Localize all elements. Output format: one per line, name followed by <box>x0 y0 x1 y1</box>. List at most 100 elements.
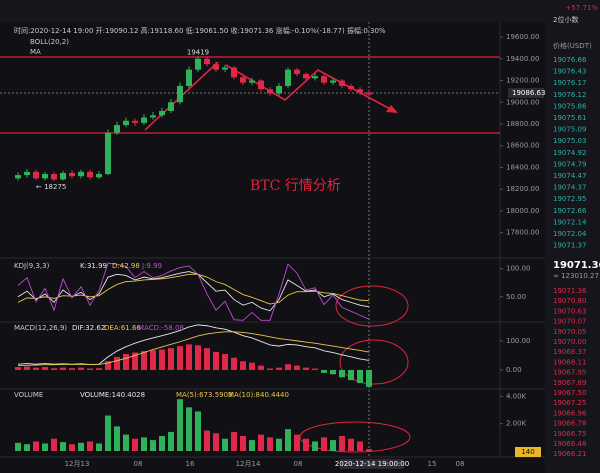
precision: 2位小数 <box>553 15 578 24</box>
ask-price: 19072.95 <box>553 195 586 203</box>
volume-bar <box>96 443 102 451</box>
volume-bar <box>213 433 219 451</box>
bid-price: 19068.11 <box>553 358 586 366</box>
candle-body <box>177 85 183 103</box>
volume-bar <box>276 438 282 451</box>
macd-bar <box>330 369 336 375</box>
volume-bar <box>366 449 372 451</box>
legend: MA <box>30 48 41 56</box>
x-tick-label: 12月13 <box>65 460 90 468</box>
highlight-circle <box>339 339 409 385</box>
arrow-head <box>386 105 398 113</box>
candle-body <box>186 69 192 86</box>
candle-body <box>258 80 264 90</box>
candle-body <box>339 80 345 86</box>
dea-line <box>17 331 370 367</box>
kdj-legend: K:31.99 <box>80 262 107 270</box>
kdj-legend: KDJ(9,3,3) <box>14 262 50 270</box>
y-tick-label: 19600.00 <box>506 33 539 41</box>
macd-bar <box>186 344 192 370</box>
ask-price: 19074.92 <box>553 149 586 157</box>
volume-bar <box>303 438 309 451</box>
y-tick-label: 17800.00 <box>506 229 539 237</box>
y-tick-label: 18200.00 <box>506 185 539 193</box>
volume-bar <box>33 441 39 451</box>
volume-bar <box>267 437 273 451</box>
volume-bar <box>222 438 228 451</box>
last-cny: ≈ 123010.27 <box>553 272 599 280</box>
orderbook-panel <box>545 0 600 473</box>
macd-legend: MACD:-58.08 <box>138 324 184 332</box>
candle-body <box>168 102 174 111</box>
volume-bar <box>294 434 300 451</box>
low-label: ← 18275 <box>36 183 66 191</box>
volume-bar <box>42 443 48 451</box>
candle-body <box>249 80 255 83</box>
bid-price: 19066.96 <box>553 409 587 417</box>
x-tick-label: 08 <box>294 460 303 468</box>
volume-bar <box>114 426 120 451</box>
candle-body <box>24 171 30 176</box>
volume-legend: VOLUME:140.4028 <box>80 391 145 399</box>
volume-legend: VOLUME <box>14 391 43 399</box>
crosshair-box <box>508 88 544 98</box>
candle-body <box>330 80 336 83</box>
macd-bar <box>357 369 363 384</box>
ask-price: 19071.37 <box>553 242 586 250</box>
ask-price: 19072.66 <box>553 207 587 215</box>
volume-bar <box>249 440 255 451</box>
bid-price: 19067.89 <box>553 379 586 387</box>
candle-body <box>132 120 138 123</box>
bid-price: 19066.75 <box>553 430 586 438</box>
macd-bar <box>366 369 372 387</box>
macd-bar <box>15 367 21 370</box>
macd-legend: DIF:32.62 <box>72 324 105 332</box>
macd-bar <box>276 367 282 370</box>
candle-body <box>78 171 84 177</box>
volume-bar <box>51 438 57 451</box>
y-tick-label: 19200.00 <box>506 77 539 85</box>
cursor-box <box>340 459 404 469</box>
macd-bar <box>60 367 66 370</box>
macd-bar <box>177 346 183 370</box>
volume-bar <box>330 440 336 451</box>
volume-bar <box>348 438 354 451</box>
highlight-circle <box>335 285 409 327</box>
volume-bar <box>321 437 327 451</box>
candle-body <box>159 110 165 116</box>
x-tick-label: 16 <box>186 460 195 468</box>
y-tick-label: 19000.00 <box>506 98 539 106</box>
candle-body <box>204 58 210 65</box>
candle-body <box>141 117 147 123</box>
volume-bar <box>357 441 363 451</box>
bid-price: 19067.25 <box>553 399 586 407</box>
y-tick-label: 18800.00 <box>506 120 539 128</box>
macd-bar <box>195 345 201 370</box>
ask-price: 19074.37 <box>553 184 586 192</box>
macd-bar <box>69 368 75 370</box>
macd-bar <box>303 367 309 370</box>
candle-body <box>285 69 291 86</box>
k-line <box>17 271 370 312</box>
macd-bar <box>312 368 318 370</box>
candle-body <box>69 172 75 177</box>
bid-price: 19067.50 <box>553 389 586 397</box>
candle-body <box>15 175 21 179</box>
candle-body <box>114 125 120 133</box>
ask-price: 19076.66 <box>553 56 587 64</box>
macd-bar <box>24 366 30 370</box>
bid-price: 19066.48 <box>553 440 586 448</box>
y-tick-label: 100.00 <box>506 337 531 345</box>
macd-legend: DEA:61.66 <box>104 324 141 332</box>
last-price: 19071.36 <box>553 260 600 271</box>
candle-body <box>240 77 246 83</box>
candle-body <box>51 174 57 180</box>
candle-body <box>60 172 66 180</box>
macd-bar <box>141 351 147 370</box>
macd-bar <box>132 352 138 370</box>
legend: BOLL(20,2) <box>30 38 69 46</box>
bid-price: 19070.05 <box>553 328 586 336</box>
